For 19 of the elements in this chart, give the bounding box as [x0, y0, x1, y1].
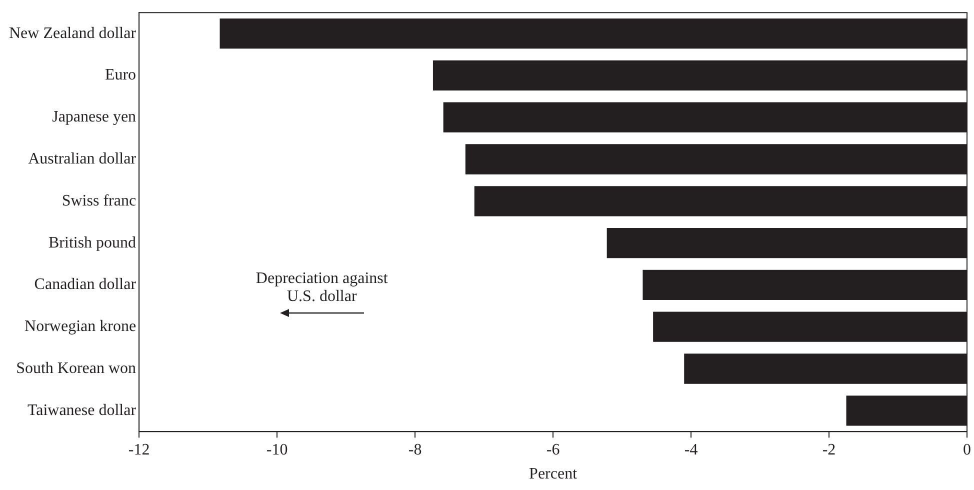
y-tick-label: Canadian dollar — [34, 276, 137, 294]
y-tick-label: British pound — [48, 234, 136, 252]
y-tick-label: Australian dollar — [28, 150, 137, 168]
y-tick-label: Euro — [104, 66, 136, 84]
y-tick-label: Norwegian krone — [24, 318, 136, 336]
x-tick-label: -8 — [408, 441, 422, 458]
y-tick-label: South Korean won — [16, 360, 136, 377]
x-tick-label: -6 — [546, 441, 560, 458]
y-tick-label: Swiss franc — [62, 192, 136, 210]
x-tick-label: -10 — [266, 441, 288, 458]
x-tick-label: -12 — [128, 441, 150, 458]
y-tick-label: New Zealand dollar — [8, 24, 137, 42]
annotation: Depreciation against U.S. dollar — [254, 270, 389, 306]
y-tick-label: Taiwanese dollar — [27, 402, 137, 419]
x-tick-label: 0 — [963, 441, 971, 458]
x-tick-label: -2 — [822, 441, 836, 458]
x-tick-label: -4 — [684, 441, 698, 458]
x-axis-title: Percent — [529, 466, 578, 483]
y-tick-label: Japanese yen — [52, 108, 136, 126]
